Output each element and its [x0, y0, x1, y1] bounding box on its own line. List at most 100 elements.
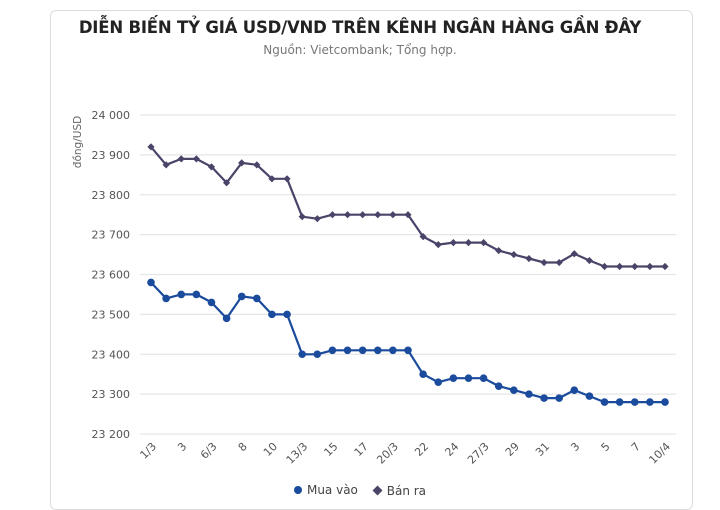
data-point[interactable]: [373, 346, 382, 355]
data-point[interactable]: [434, 240, 442, 249]
data-point[interactable]: [192, 290, 201, 299]
x-tick-label: 13/3: [284, 440, 311, 467]
data-point[interactable]: [253, 161, 261, 169]
data-point[interactable]: [283, 175, 291, 183]
data-point[interactable]: [449, 374, 458, 382]
legend-label: Bán ra: [386, 483, 427, 498]
data-point[interactable]: [495, 246, 503, 255]
data-point[interactable]: [298, 350, 306, 359]
data-point[interactable]: [343, 346, 352, 355]
y-tick-label: 23 800: [92, 189, 131, 202]
data-point[interactable]: [222, 314, 231, 323]
series-bán-ra: [147, 143, 669, 271]
data-point[interactable]: [162, 161, 170, 169]
data-point[interactable]: [328, 346, 337, 355]
data-series: [147, 143, 669, 406]
data-point[interactable]: [389, 211, 397, 219]
y-tick-label: 23 500: [92, 308, 131, 321]
data-point[interactable]: [313, 350, 322, 359]
x-tick-label: 6/3: [198, 440, 220, 462]
data-point[interactable]: [374, 211, 382, 219]
data-point[interactable]: [600, 398, 609, 406]
data-point[interactable]: [237, 292, 246, 301]
data-point[interactable]: [585, 256, 594, 265]
x-tick-label: 27/3: [465, 440, 492, 467]
data-point[interactable]: [147, 143, 155, 151]
circle-marker-icon: [293, 486, 302, 494]
data-point[interactable]: [525, 254, 533, 263]
y-axis-ticks: 24 000 23 900 23 800 23 700 23 600 23 500 23 4…: [92, 109, 131, 441]
diamond-marker-icon: [372, 485, 383, 496]
data-point[interactable]: [419, 370, 427, 378]
data-point[interactable]: [540, 394, 548, 402]
data-point[interactable]: [419, 233, 427, 241]
data-point[interactable]: [570, 250, 578, 258]
data-point[interactable]: [661, 398, 669, 406]
data-point[interactable]: [555, 258, 563, 267]
data-point[interactable]: [510, 386, 518, 394]
legend-label: Mua vào: [306, 483, 358, 497]
data-point[interactable]: [464, 239, 473, 247]
x-tick-label: 1/3: [137, 440, 159, 462]
data-point[interactable]: [177, 155, 185, 163]
x-tick-label: 15: [321, 440, 340, 459]
data-point[interactable]: [222, 179, 231, 187]
data-point[interactable]: [147, 278, 155, 287]
y-tick-label: 24 000: [92, 109, 131, 122]
data-point[interactable]: [313, 215, 321, 223]
data-point[interactable]: [177, 290, 186, 299]
legend-item-ban-ra[interactable]: Bán ra: [372, 483, 427, 498]
data-point[interactable]: [253, 294, 261, 303]
data-point[interactable]: [389, 346, 397, 355]
data-point[interactable]: [207, 298, 216, 307]
data-point[interactable]: [525, 390, 533, 398]
data-point[interactable]: [328, 211, 337, 219]
gridlines: [140, 114, 676, 435]
chart-legend: Mua vào Bán ra: [0, 483, 720, 498]
y-tick-label: 23 600: [92, 269, 131, 282]
y-tick-label: 23 300: [92, 388, 131, 401]
x-tick-label: 3: [175, 440, 189, 454]
data-point[interactable]: [283, 310, 291, 319]
series-mua-vào: [147, 278, 669, 406]
data-point[interactable]: [464, 374, 473, 382]
data-point[interactable]: [238, 159, 246, 167]
y-tick-label: 23 900: [92, 149, 131, 162]
data-point[interactable]: [358, 346, 367, 355]
data-point[interactable]: [359, 211, 367, 219]
data-point[interactable]: [494, 382, 503, 390]
data-point[interactable]: [449, 239, 457, 247]
data-point[interactable]: [510, 250, 518, 259]
data-point[interactable]: [298, 213, 306, 221]
data-point[interactable]: [615, 398, 624, 406]
x-tick-label: 29: [503, 440, 522, 459]
data-point[interactable]: [600, 262, 609, 271]
data-point[interactable]: [404, 211, 412, 219]
data-point[interactable]: [631, 262, 639, 271]
data-point[interactable]: [192, 155, 200, 163]
x-tick-label: 10/4: [646, 440, 673, 467]
data-point[interactable]: [585, 392, 594, 400]
data-point[interactable]: [646, 262, 654, 271]
data-point[interactable]: [630, 398, 639, 406]
data-point[interactable]: [479, 239, 488, 247]
legend-item-mua-vao[interactable]: Mua vào: [293, 483, 358, 497]
data-point[interactable]: [479, 374, 488, 382]
data-point[interactable]: [268, 310, 276, 319]
x-axis-ticks: 1/3 3 6/3 8 10 13/3 15 17 20/3 22 24 27/3 29 31 3 5 7 10/…: [137, 440, 673, 467]
data-point[interactable]: [434, 378, 443, 386]
data-point[interactable]: [162, 294, 170, 303]
y-tick-label: 23 200: [92, 428, 131, 441]
x-tick-label: 10: [261, 440, 280, 459]
data-point[interactable]: [268, 175, 276, 183]
data-point[interactable]: [646, 398, 654, 406]
data-point[interactable]: [661, 262, 669, 271]
data-point[interactable]: [404, 346, 412, 355]
data-point[interactable]: [616, 262, 624, 271]
x-tick-label: 8: [236, 440, 250, 454]
data-point[interactable]: [555, 394, 563, 402]
data-point[interactable]: [343, 211, 352, 219]
data-point[interactable]: [540, 258, 548, 267]
data-point[interactable]: [207, 163, 216, 171]
data-point[interactable]: [570, 386, 579, 394]
